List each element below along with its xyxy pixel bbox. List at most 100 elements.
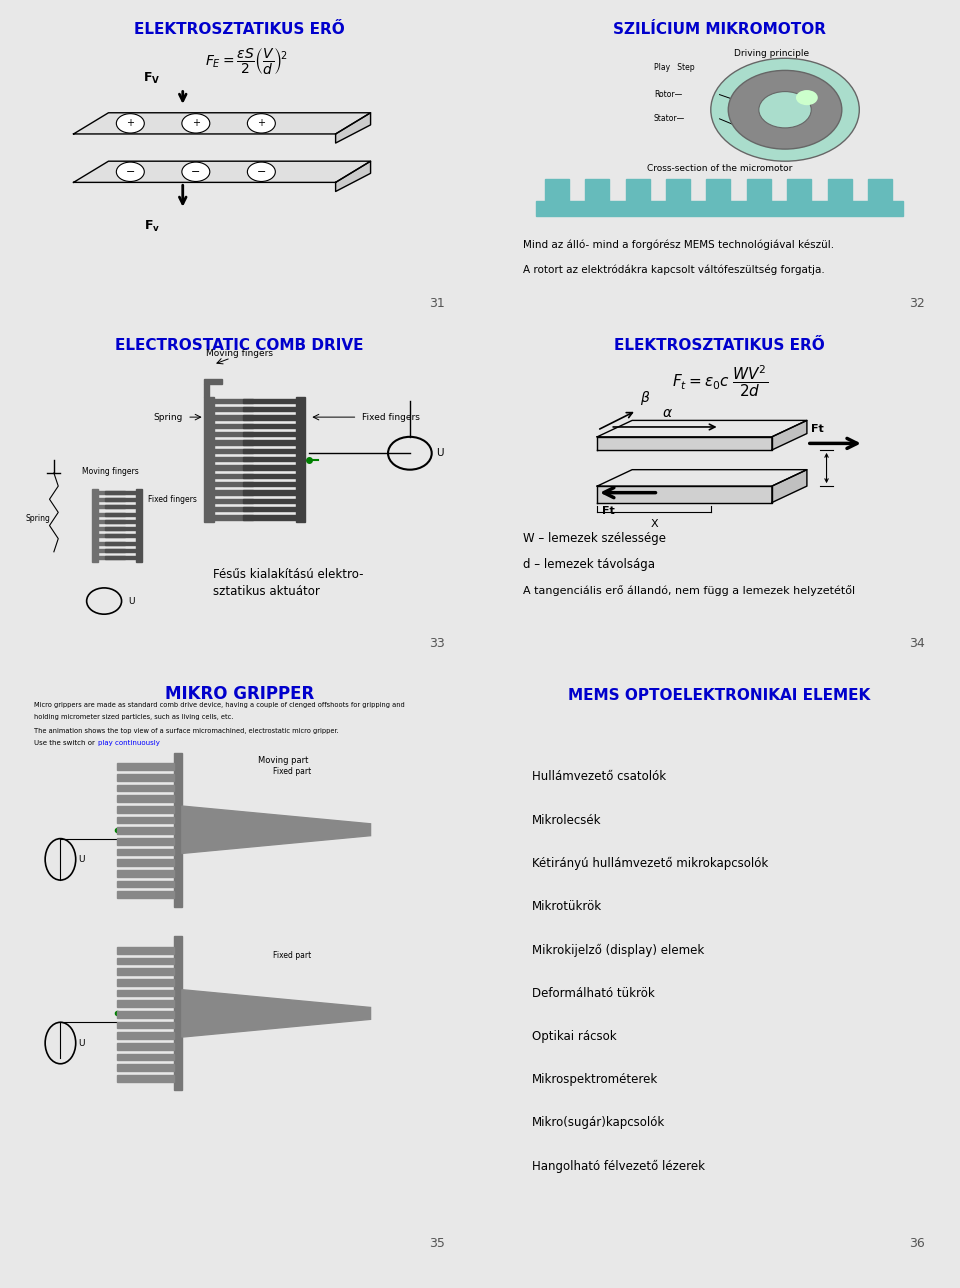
Bar [117, 958, 174, 965]
Text: Mikro(sugár)kapcsolók: Mikro(sugár)kapcsolók [532, 1117, 665, 1130]
Text: Play   Step: Play Step [654, 63, 695, 72]
Text: Moving part: Moving part [258, 756, 308, 765]
Text: Hangolható félvezető lézerek: Hangolható félvezető lézerek [532, 1159, 705, 1173]
Text: Cross-section of the micromotor: Cross-section of the micromotor [647, 165, 792, 173]
Bar [214, 498, 253, 502]
Text: Kétirányú hullámvezető mikrokapcsolók: Kétirányú hullámvezető mikrokapcsolók [532, 857, 768, 871]
Bar [117, 947, 174, 953]
Bar [666, 179, 690, 201]
Bar [204, 384, 209, 398]
Text: Driving principle: Driving principle [734, 49, 809, 58]
Polygon shape [597, 420, 807, 437]
Text: Stator—: Stator— [654, 115, 685, 124]
Text: Spring: Spring [26, 514, 50, 523]
Bar [174, 752, 181, 907]
Polygon shape [597, 486, 772, 502]
Bar [99, 535, 125, 537]
Text: SZILÍCIUM MIKROMOTOR: SZILÍCIUM MIKROMOTOR [613, 22, 826, 37]
Text: U: U [78, 1038, 84, 1047]
Text: Moving fingers: Moving fingers [206, 349, 273, 358]
Text: Micro grippers are made as standard comb drive device, having a couple of clenge: Micro grippers are made as standard comb… [35, 702, 405, 708]
Bar [214, 448, 253, 453]
Text: W – lemezek szélessége: W – lemezek szélessége [523, 532, 666, 545]
Polygon shape [74, 161, 371, 183]
Bar [214, 416, 253, 420]
Bar [106, 556, 136, 559]
Circle shape [729, 71, 842, 149]
Text: Fixed fingers: Fixed fingers [148, 495, 197, 504]
Text: $\mathbf{F_V}$: $\mathbf{F_V}$ [143, 71, 161, 85]
Bar [106, 527, 136, 531]
Bar [747, 179, 771, 201]
Text: −: − [191, 166, 201, 176]
Bar [244, 507, 296, 511]
Bar [244, 515, 296, 519]
Bar [828, 179, 852, 201]
Bar [106, 491, 136, 495]
Text: ELECTROSTATIC COMB DRIVE: ELECTROSTATIC COMB DRIVE [115, 339, 364, 353]
Bar [92, 489, 99, 562]
Text: −: − [256, 166, 266, 176]
Text: d – lemezek távolsága: d – lemezek távolsága [523, 559, 655, 572]
Bar [214, 424, 253, 428]
Text: MIKRO GRIPPER: MIKRO GRIPPER [165, 685, 314, 702]
Text: play continuously: play continuously [98, 739, 159, 746]
Text: $\mathbf{F_v}$: $\mathbf{F_v}$ [144, 219, 160, 234]
Text: $F_E = \dfrac{\varepsilon S}{2}\left(\dfrac{V}{d}\right)^{\!2}$: $F_E = \dfrac{\varepsilon S}{2}\left(\df… [204, 46, 287, 76]
Bar [117, 1043, 174, 1050]
Bar [117, 1001, 174, 1007]
Bar [244, 448, 296, 453]
Bar [174, 936, 181, 1091]
Bar [117, 969, 174, 975]
Bar [244, 465, 296, 470]
Bar [214, 457, 253, 461]
Bar [244, 416, 296, 420]
Polygon shape [772, 470, 807, 502]
Bar [136, 489, 142, 562]
Bar [244, 457, 296, 461]
Text: 33: 33 [429, 638, 444, 650]
Text: Deformálható tükrök: Deformálható tükrök [532, 987, 655, 999]
Bar [117, 849, 174, 855]
Bar [117, 817, 174, 823]
Bar [117, 891, 174, 898]
Circle shape [710, 58, 859, 161]
Polygon shape [74, 113, 371, 134]
Polygon shape [772, 420, 807, 450]
Text: Mikrokijelző (display) elemek: Mikrokijelző (display) elemek [532, 944, 704, 957]
Bar [106, 513, 136, 515]
Bar [99, 527, 125, 531]
Polygon shape [181, 806, 371, 854]
Bar [244, 482, 296, 487]
Bar [117, 869, 174, 877]
Bar [117, 1021, 174, 1028]
Text: Mikrolecsék: Mikrolecsék [532, 814, 601, 827]
Bar [244, 491, 296, 495]
Bar [787, 179, 811, 201]
Bar [99, 556, 125, 559]
Bar [117, 784, 174, 791]
Bar [117, 1075, 174, 1082]
Circle shape [116, 162, 144, 182]
Bar [117, 979, 174, 985]
Bar [214, 491, 253, 495]
Text: Use the switch or: Use the switch or [35, 739, 97, 746]
Polygon shape [597, 470, 807, 486]
Text: $\beta$: $\beta$ [640, 389, 651, 407]
Bar [214, 507, 253, 511]
Bar [117, 881, 174, 887]
Bar [214, 465, 253, 470]
Bar [106, 505, 136, 509]
Bar [244, 407, 296, 411]
Text: +: + [257, 118, 265, 129]
Bar [99, 491, 125, 495]
Bar [106, 541, 136, 545]
Bar [117, 1011, 174, 1018]
Circle shape [248, 162, 276, 182]
Bar [204, 398, 214, 522]
Text: ELEKTROSZTATIKUS ERŐ: ELEKTROSZTATIKUS ERŐ [134, 22, 345, 37]
Text: $F_t = \varepsilon_0 c \; \dfrac{WV^2}{2d}$: $F_t = \varepsilon_0 c \; \dfrac{WV^2}{2… [671, 363, 768, 399]
Circle shape [181, 162, 210, 182]
Circle shape [796, 90, 818, 106]
Text: Mikrospektrométerek: Mikrospektrométerek [532, 1073, 658, 1086]
